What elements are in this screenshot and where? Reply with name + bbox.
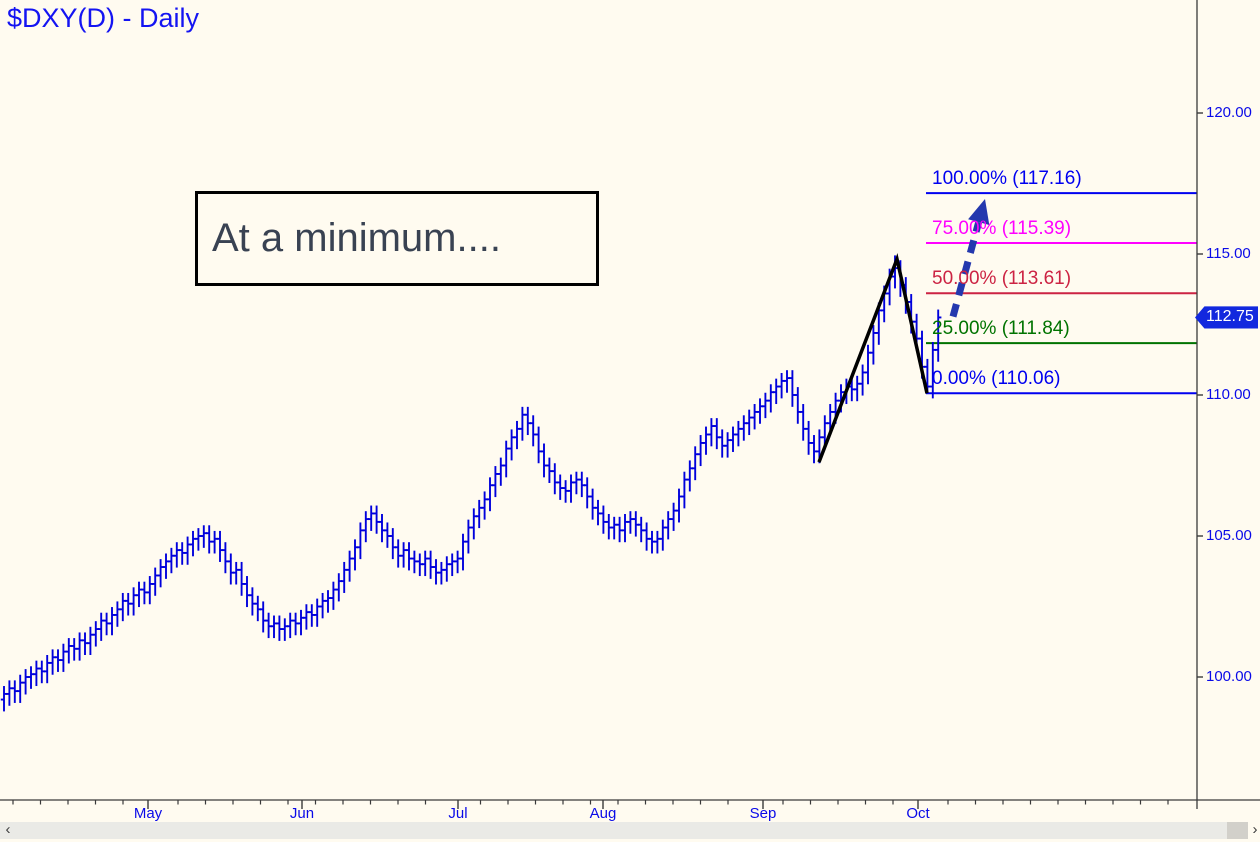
trendline[interactable] xyxy=(817,253,929,463)
x-axis-label-jun: Jun xyxy=(289,805,315,822)
fib-label-0pct[interactable]: 0.00% (110.06) xyxy=(932,368,1061,390)
y-axis-label: 100.00 xyxy=(1206,668,1252,685)
scrollbar-right-arrow-icon[interactable]: › xyxy=(1252,821,1258,838)
fib-label-75pct[interactable]: 75.00% (115.39) xyxy=(932,218,1072,239)
y-axis-label: 120.00 xyxy=(1206,104,1252,121)
scrollbar-track[interactable] xyxy=(0,822,1248,839)
last-price-badge: 112.75 xyxy=(1195,306,1258,329)
price-bars xyxy=(0,255,942,712)
annotation-text: At a minimum.... xyxy=(212,216,501,260)
y-axis-label: 115.00 xyxy=(1206,245,1251,262)
x-axis-label-may: May xyxy=(133,805,163,822)
x-axis-label-jul: Jul xyxy=(448,805,468,822)
x-axis-label-sep: Sep xyxy=(749,805,777,822)
x-axis-label-oct: Oct xyxy=(906,805,930,822)
horizontal-scrollbar: ‹ › xyxy=(0,822,1260,840)
fib-label-50pct[interactable]: 50.00% (113.61) xyxy=(932,268,1072,290)
annotation-box[interactable]: At a minimum.... xyxy=(195,191,599,286)
projection-arrow[interactable] xyxy=(949,199,990,318)
y-axis-label: 105.00 xyxy=(1206,527,1252,544)
axes xyxy=(0,0,1260,809)
fib-label-25pct[interactable]: 25.00% (111.84) xyxy=(932,318,1070,340)
x-axis-label-aug: Aug xyxy=(589,805,617,822)
scrollbar-thumb[interactable] xyxy=(1227,822,1248,839)
y-axis-label: 110.00 xyxy=(1206,386,1251,403)
chart-title: $DXY(D) - Daily xyxy=(7,3,200,33)
scrollbar-left-arrow-icon[interactable]: ‹ xyxy=(5,821,11,838)
fib-label-100pct[interactable]: 100.00% (117.16) xyxy=(932,168,1082,190)
